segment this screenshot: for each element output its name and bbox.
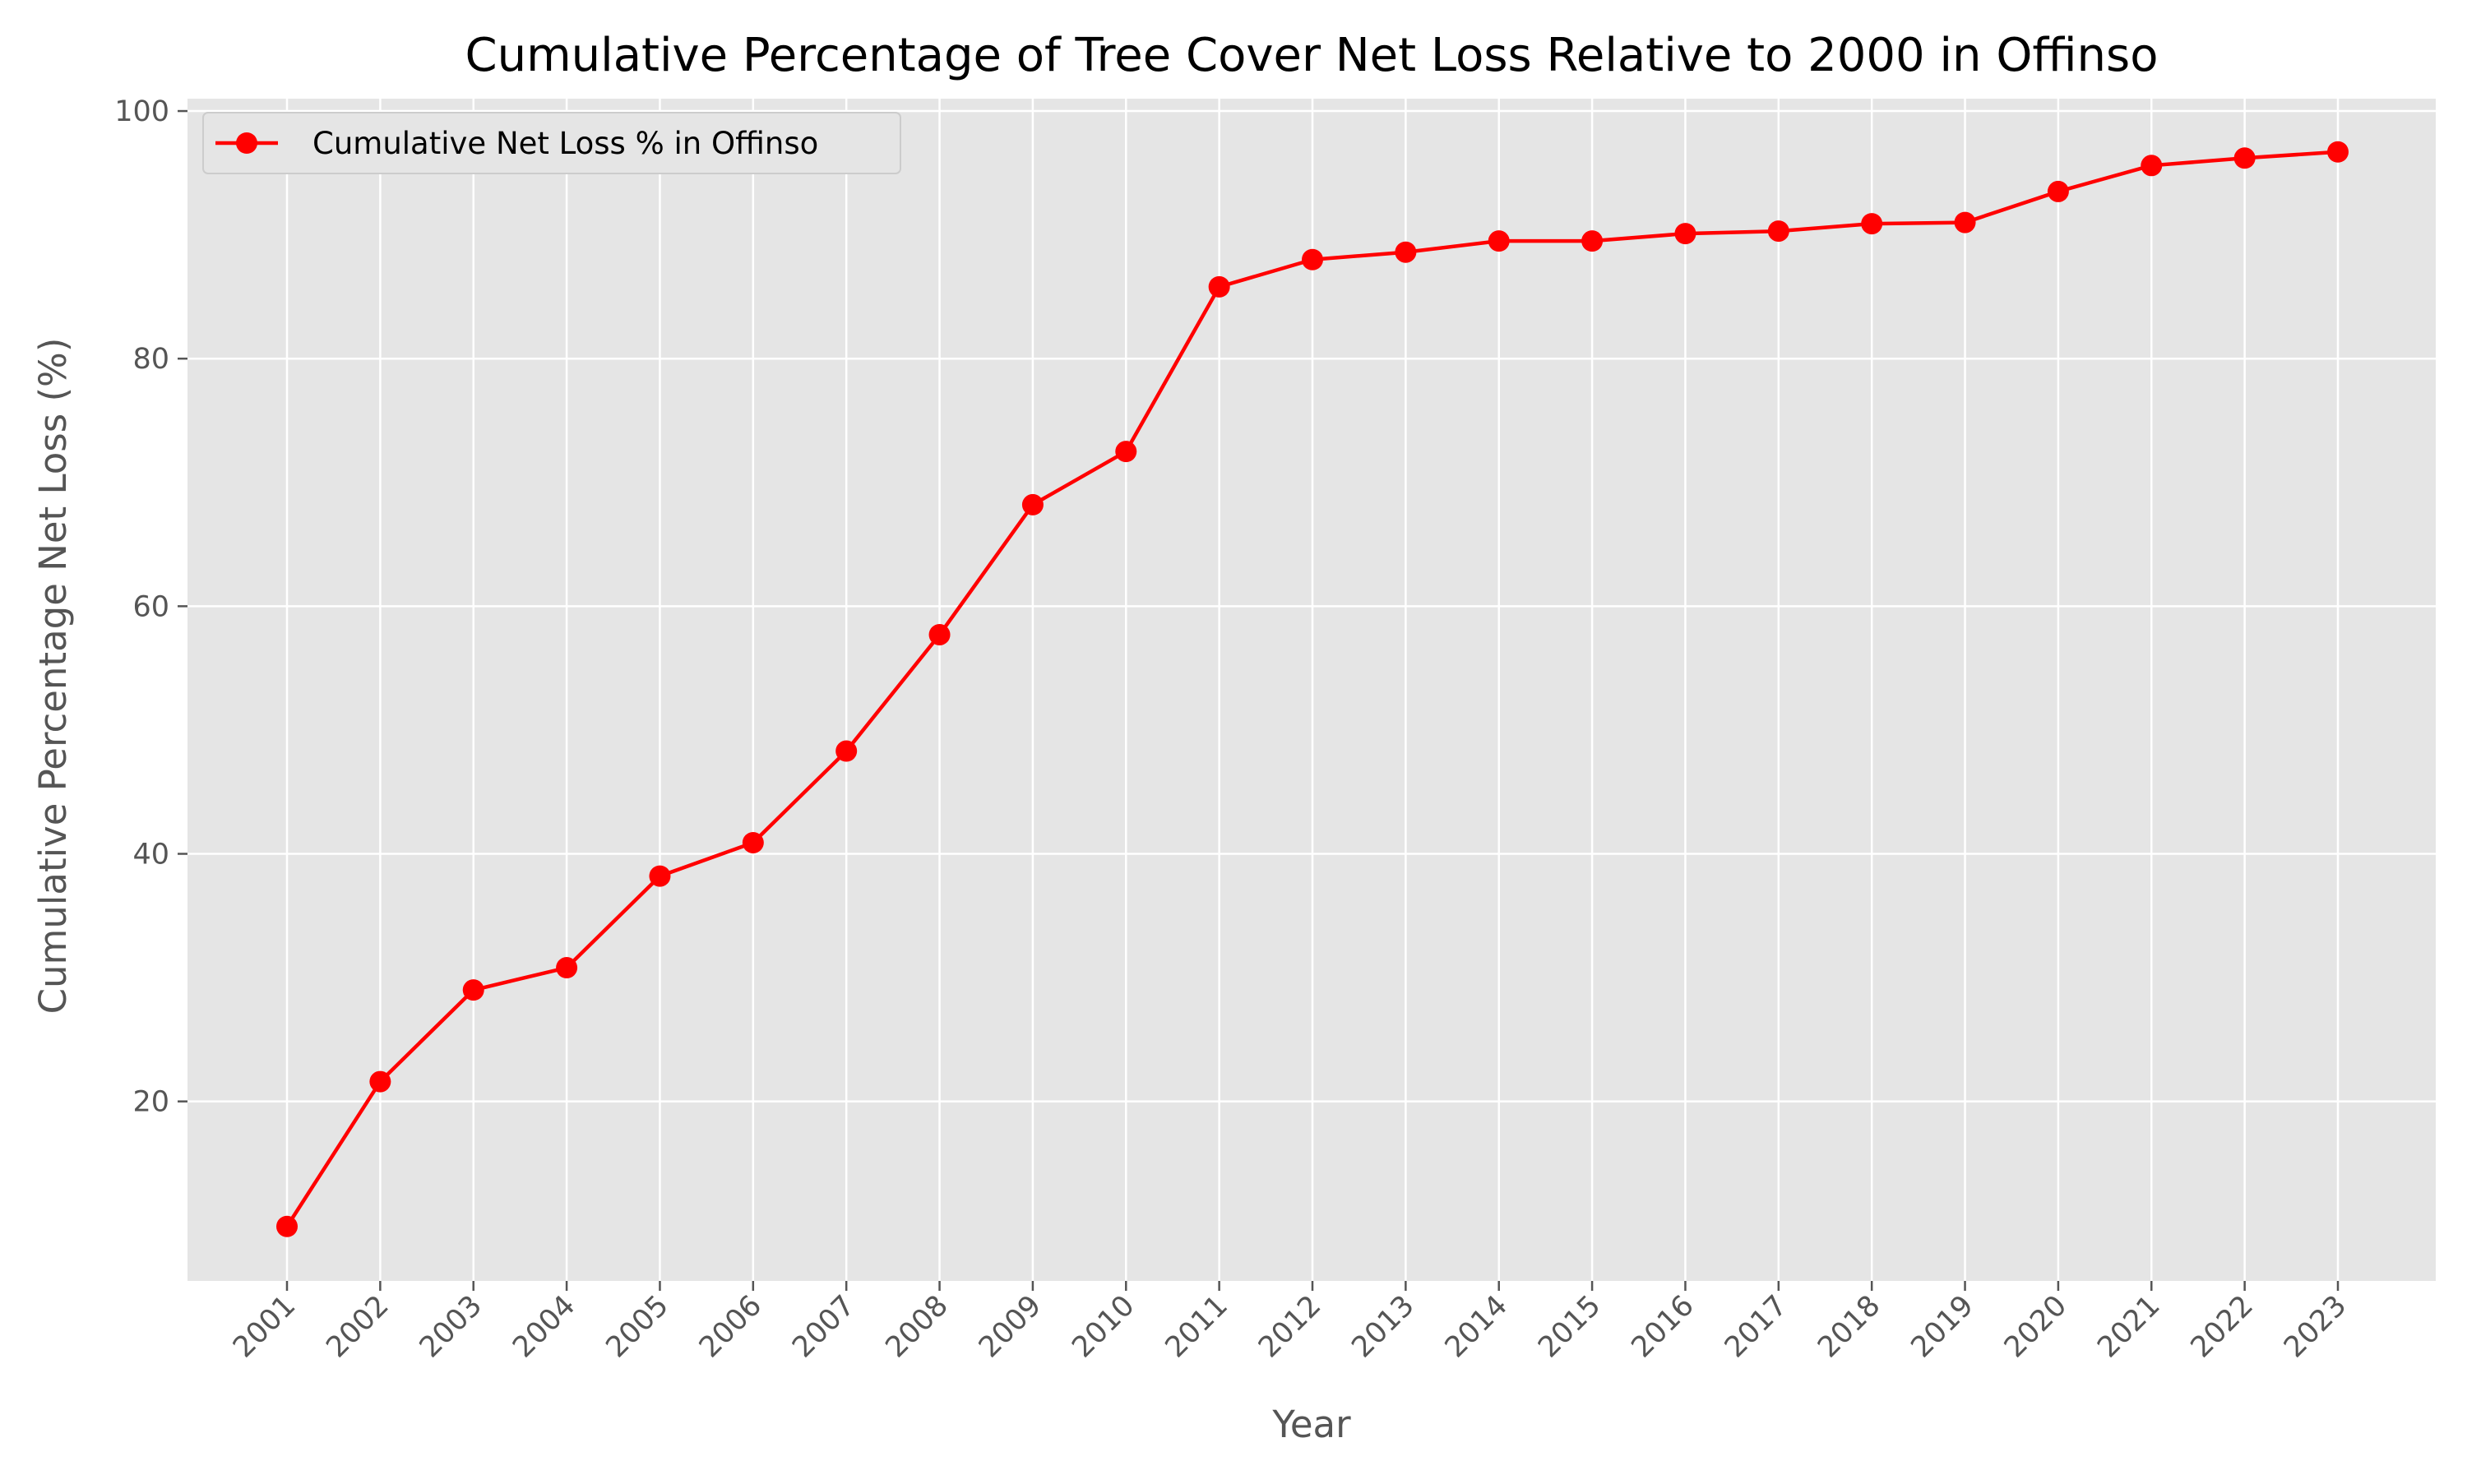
data-point — [1021, 493, 1044, 515]
data-point — [1488, 230, 1510, 252]
x-axis-label: Year — [1271, 1403, 1351, 1446]
data-point — [556, 957, 578, 979]
x-tick-label: 2014 — [1439, 1289, 1514, 1364]
x-tick-label: 2002 — [320, 1289, 395, 1364]
y-tick-label: 60 — [132, 590, 169, 623]
legend-marker-swatch — [236, 132, 257, 154]
data-point — [369, 1070, 391, 1093]
data-point — [1861, 213, 1883, 235]
y-tick-label: 20 — [132, 1086, 169, 1119]
x-tick-label: 2010 — [1066, 1289, 1141, 1364]
x-tick-label: 2004 — [507, 1289, 581, 1364]
data-point — [276, 1215, 298, 1237]
y-tick-label: 40 — [132, 839, 169, 871]
x-tick-label: 2009 — [973, 1289, 1048, 1364]
x-tick-label: 2012 — [1252, 1289, 1327, 1364]
x-tick-label: 2022 — [2185, 1289, 2260, 1364]
data-point — [1954, 211, 1976, 233]
legend-box — [202, 112, 901, 174]
x-tick-label: 2011 — [1159, 1289, 1234, 1364]
x-tick-label: 2019 — [1905, 1289, 1980, 1364]
data-point — [462, 979, 484, 1001]
data-point — [2141, 155, 2163, 177]
x-tick-label: 2001 — [227, 1289, 302, 1364]
data-point — [649, 865, 671, 887]
x-tick-label: 2005 — [600, 1289, 675, 1364]
data-point — [1674, 223, 1696, 245]
data-point — [2327, 141, 2349, 163]
x-tick-label: 2021 — [2091, 1289, 2166, 1364]
data-point — [835, 740, 858, 762]
data-point — [2233, 147, 2256, 169]
y-axis-ticks: 20 40 60 80 100 — [114, 95, 187, 1119]
x-axis-ticks: 2001 2002 2003 2004 2005 2006 2007 2008 2009 2010… — [227, 1281, 2353, 1364]
legend: Cumulative Net Loss % in Offinso — [202, 112, 901, 174]
data-point — [742, 831, 764, 853]
x-tick-label: 2013 — [1345, 1289, 1420, 1364]
data-point — [928, 623, 951, 645]
grid — [187, 99, 2436, 1281]
x-tick-label: 2008 — [880, 1289, 955, 1364]
data-point — [1208, 275, 1230, 298]
x-tick-label: 2003 — [414, 1289, 488, 1364]
x-tick-label: 2016 — [1626, 1289, 1701, 1364]
y-tick-label: 100 — [114, 95, 169, 128]
data-point — [2047, 180, 2069, 202]
data-point — [1302, 248, 1323, 270]
data-point — [1581, 230, 1604, 252]
series-layer — [276, 141, 2349, 1237]
chart-title: Cumulative Percentage of Tree Cover Net … — [465, 29, 2159, 82]
y-tick-label: 80 — [132, 343, 169, 376]
x-tick-label: 2023 — [2278, 1289, 2353, 1364]
data-point — [1115, 441, 1137, 463]
x-tick-label: 2006 — [693, 1289, 768, 1364]
x-tick-label: 2017 — [1719, 1289, 1794, 1364]
y-axis-label: Cumulative Percentage Net Loss (%) — [31, 338, 75, 1015]
data-point — [1767, 220, 1789, 243]
x-tick-label: 2015 — [1532, 1289, 1607, 1364]
x-tick-label: 2007 — [786, 1289, 861, 1364]
legend-label: Cumulative Net Loss % in Offinso — [312, 126, 818, 161]
data-point — [1395, 241, 1417, 263]
x-tick-label: 2018 — [1812, 1289, 1886, 1364]
x-tick-label: 2020 — [1998, 1289, 2073, 1364]
